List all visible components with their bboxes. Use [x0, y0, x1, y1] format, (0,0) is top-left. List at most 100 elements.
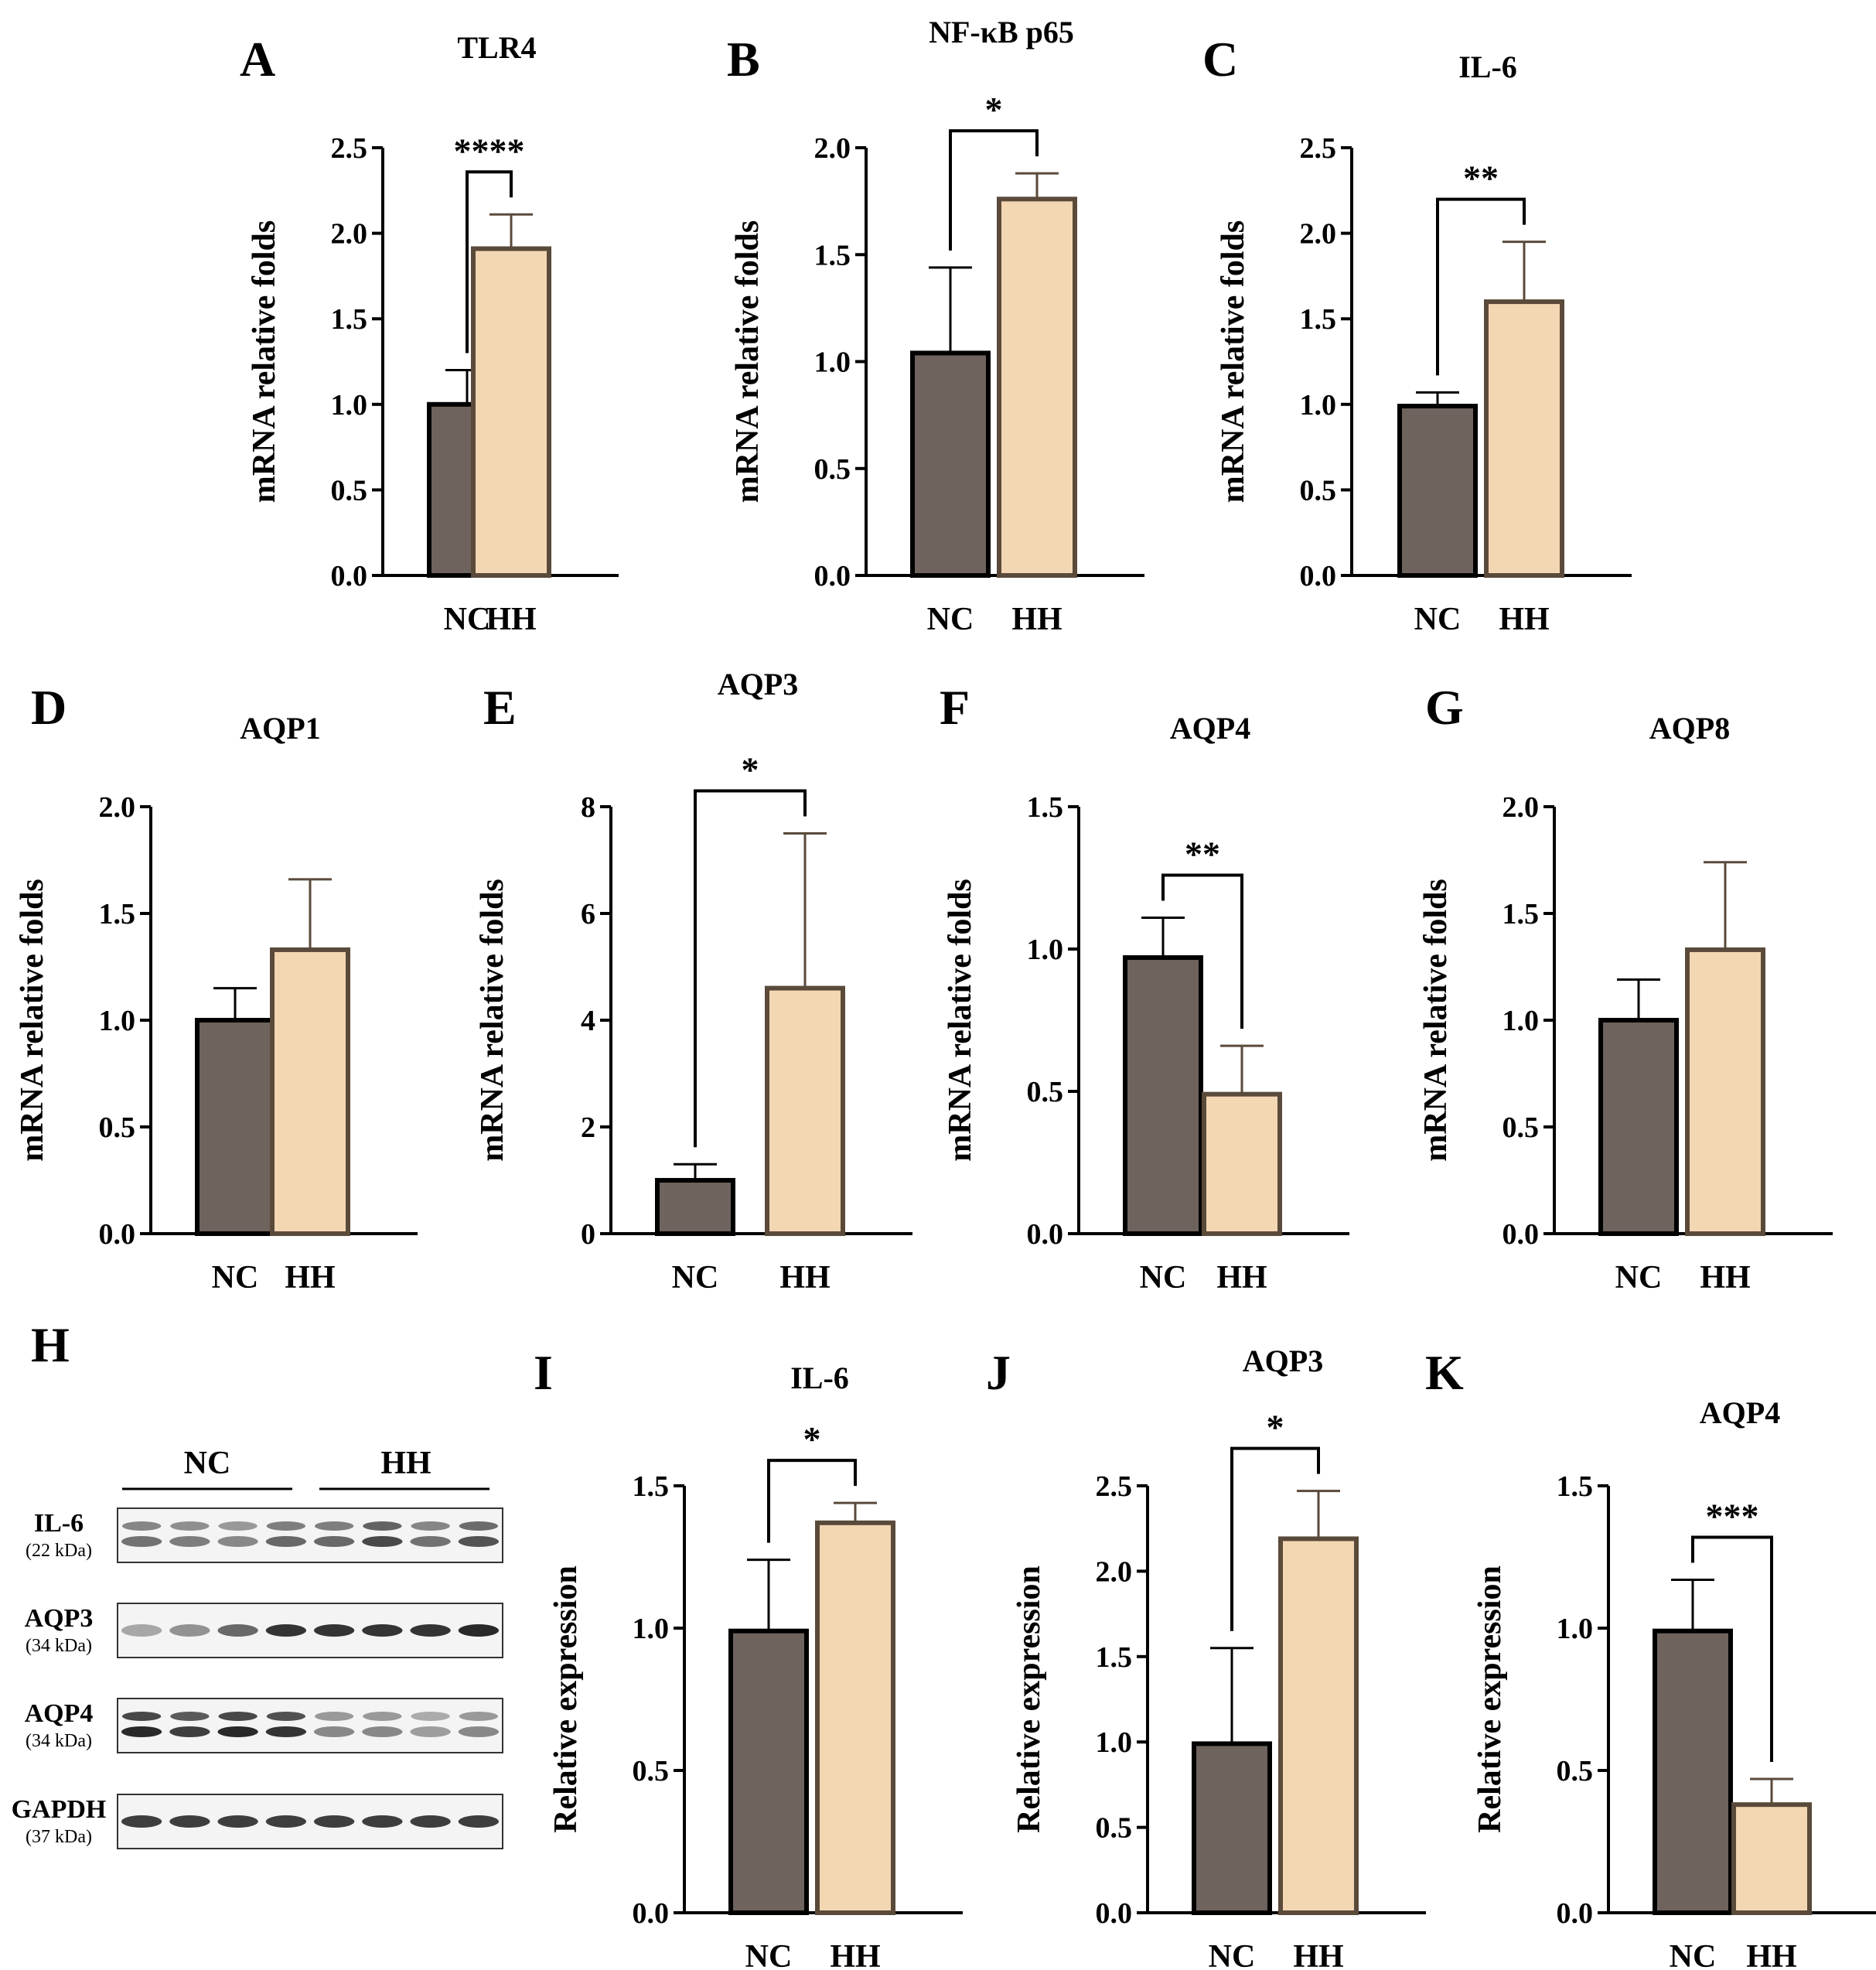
category-label: HH — [285, 1260, 335, 1296]
category-label: NC — [927, 602, 974, 637]
blot-band — [459, 1521, 498, 1531]
y-axis-label: mRNA relative folds — [1216, 220, 1251, 504]
bar-hh — [1278, 1536, 1359, 1915]
chart-f: F AQP4 0.0 0.5 1.0 1.5 mRNA relative folds NC HH… — [940, 680, 1349, 1296]
blot-band — [315, 1712, 354, 1721]
blot-band — [122, 1521, 162, 1531]
category-label: NC — [212, 1260, 259, 1296]
category-label: NC — [1140, 1260, 1187, 1296]
blot-band — [458, 1726, 499, 1737]
y-tick-label: 1.0 — [1300, 389, 1337, 422]
blot-band — [410, 1815, 451, 1828]
blot-strip — [117, 1507, 503, 1563]
y-axis-label: mRNA relative folds — [730, 220, 766, 504]
y-tick-label: 0.5 — [1027, 1076, 1064, 1108]
panel-letter: B — [727, 32, 760, 87]
panel-letter: F — [940, 680, 970, 735]
blot-group-label: NC — [184, 1446, 231, 1481]
y-tick-label: 1.0 — [814, 347, 851, 379]
category-label: HH — [1216, 1260, 1267, 1296]
blot-band — [169, 1726, 210, 1737]
y-axis-label: mRNA relative folds — [1418, 879, 1454, 1162]
bar-nc — [1653, 1628, 1733, 1915]
bar-hh — [1685, 947, 1765, 1237]
blot-group-label: HH — [380, 1446, 431, 1481]
y-tick-label: 0.0 — [1503, 1218, 1540, 1251]
significance-bracket — [1436, 197, 1526, 376]
blot-band — [458, 1536, 499, 1547]
y-tick-label: 2.0 — [99, 791, 136, 824]
category-label: HH — [1293, 1939, 1343, 1970]
bar-hh — [270, 947, 350, 1237]
significance-bracket — [1230, 1446, 1320, 1631]
chart-title: NF-κB p65 — [929, 15, 1074, 50]
category-label: HH — [1499, 602, 1549, 637]
y-tick-label: 1.0 — [1557, 1613, 1594, 1645]
y-tick-label: 0.5 — [633, 1755, 670, 1787]
blot-band — [218, 1521, 258, 1531]
panel-letter: K — [1425, 1345, 1464, 1400]
y-axis-label: Relative expression — [1011, 1565, 1047, 1833]
chart-j: J AQP3 0.0 0.5 1.0 1.5 2.0 2.5 Relative expressi… — [986, 1343, 1426, 1970]
y-axis-label: Relative expression — [1472, 1565, 1508, 1833]
bar-nc — [195, 1018, 275, 1236]
y-tick-label: 2 — [581, 1111, 595, 1144]
y-tick-label: 2.5 — [331, 132, 368, 165]
blot-kda-label: (34 kDa) — [26, 1636, 92, 1656]
significance-bracket — [1691, 1535, 1773, 1763]
significance-label: **** — [454, 131, 525, 170]
blot-band — [314, 1726, 355, 1737]
significance-label: * — [1267, 1408, 1284, 1447]
blot-panel: H NC HH IL-6 (22 kDa) AQP3 (34 kDa) AQP4 (34 kDa… — [12, 1317, 503, 1849]
blot-band — [458, 1815, 499, 1828]
category-label: NC — [672, 1260, 719, 1296]
blot-kda-label: (22 kDa) — [26, 1541, 92, 1561]
chart-title: IL-6 — [1458, 50, 1517, 84]
blot-protein-label: AQP4 — [25, 1699, 94, 1728]
y-tick-label: 2.5 — [1096, 1470, 1133, 1503]
y-tick-label: 2.5 — [1300, 132, 1337, 165]
bar-nc — [1397, 404, 1478, 579]
panel-letter: C — [1202, 32, 1238, 87]
category-label: HH — [1700, 1260, 1750, 1296]
y-tick-label: 0.5 — [331, 474, 368, 507]
y-tick-label: 1.0 — [1503, 1005, 1540, 1037]
blot-band — [169, 1815, 210, 1828]
blot-band — [410, 1624, 451, 1637]
chart-k: K AQP4 0.0 0.5 1.0 1.5 Relative expression NC HH… — [1425, 1345, 1876, 1970]
category-label: HH — [1746, 1939, 1796, 1970]
y-tick-label: 0.0 — [99, 1218, 136, 1251]
significance-label: *** — [1706, 1496, 1759, 1535]
chart-title: AQP8 — [1649, 711, 1730, 746]
blot-band — [121, 1536, 162, 1547]
y-tick-label: 1.5 — [331, 303, 368, 336]
y-tick-label: 0 — [581, 1218, 595, 1251]
chart-c: C IL-6 0.0 0.5 1.0 1.5 2.0 2.5 mRNA relative fol… — [1202, 32, 1632, 637]
panel-letter: H — [31, 1317, 70, 1372]
blot-band — [265, 1624, 306, 1637]
y-tick-label: 0.5 — [1503, 1111, 1540, 1144]
blot-band — [217, 1536, 258, 1547]
y-tick-label: 1.5 — [1503, 898, 1540, 930]
blot-band — [121, 1726, 162, 1737]
blot-protein-label: AQP3 — [25, 1604, 94, 1633]
bar-hh — [1202, 1091, 1282, 1237]
category-label: HH — [1011, 602, 1062, 637]
bar-hh — [1484, 299, 1564, 578]
category-label: NC — [745, 1939, 793, 1970]
blot-band — [362, 1624, 403, 1637]
blot-band — [314, 1624, 355, 1637]
y-tick-label: 2.0 — [331, 218, 368, 251]
blot-band — [362, 1815, 403, 1828]
bar-nc — [1192, 1741, 1272, 1915]
y-tick-label: 0.0 — [1096, 1897, 1133, 1930]
significance-bracket — [767, 1459, 857, 1543]
y-tick-label: 4 — [581, 1005, 595, 1037]
blot-band — [121, 1624, 162, 1637]
y-axis-label: mRNA relative folds — [475, 879, 510, 1162]
category-label: HH — [779, 1260, 830, 1296]
chart-title: TLR4 — [457, 30, 536, 65]
panel-letter: J — [986, 1345, 1011, 1400]
chart-title: AQP1 — [240, 711, 320, 746]
bar-hh — [765, 985, 845, 1236]
